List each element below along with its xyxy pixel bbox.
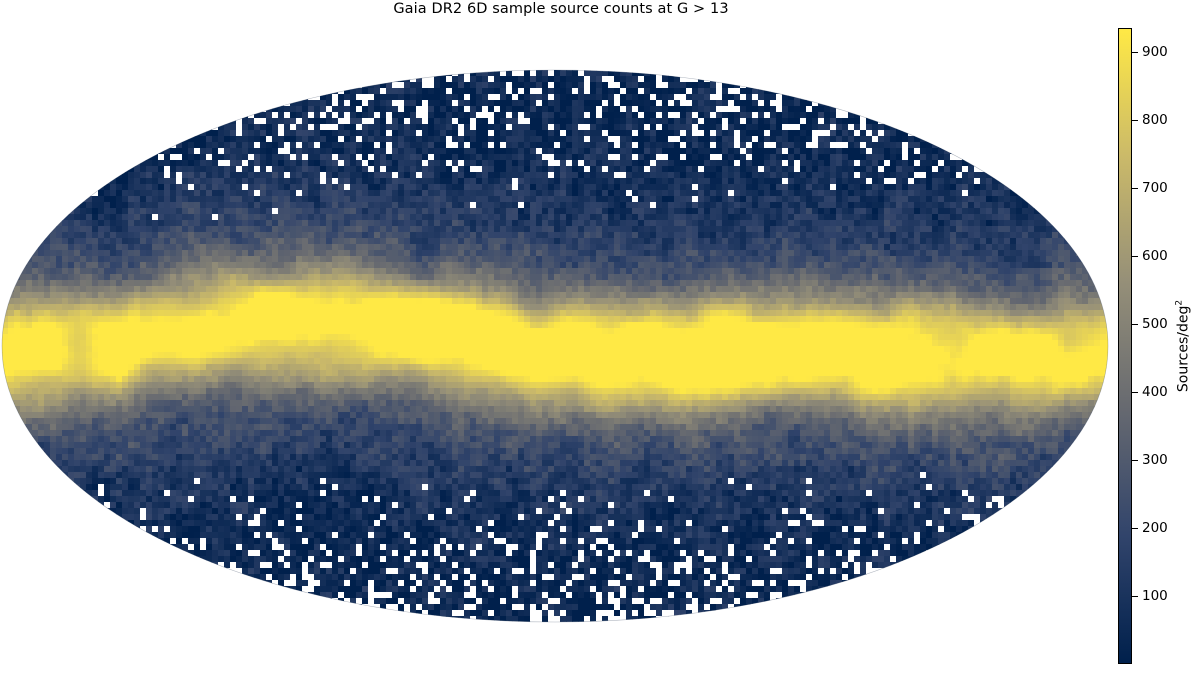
colorbar-tick xyxy=(1132,323,1138,325)
colorbar-tick-label: 200 xyxy=(1142,519,1168,536)
colorbar-tick-label: 800 xyxy=(1142,111,1168,128)
colorbar-tick xyxy=(1132,187,1138,189)
colorbar-tick xyxy=(1132,119,1138,121)
colorbar-tick xyxy=(1132,391,1138,393)
colorbar-tick-label: 700 xyxy=(1142,179,1168,196)
all-sky-density-map xyxy=(1,69,1109,623)
colorbar xyxy=(1118,28,1132,664)
plot-title: Gaia DR2 6D sample source counts at G > … xyxy=(393,1,729,17)
colorbar-label-exponent: 2 xyxy=(1174,299,1185,306)
colorbar-tick-label: 600 xyxy=(1142,247,1168,264)
colorbar-tick-label: 300 xyxy=(1142,451,1168,468)
colorbar-tick xyxy=(1132,255,1138,257)
colorbar-tick xyxy=(1132,527,1138,529)
colorbar-tick xyxy=(1132,595,1138,597)
colorbar-tick xyxy=(1132,51,1138,53)
colorbar-label-text: Sources/deg xyxy=(1175,305,1192,393)
colorbar-tick-label: 100 xyxy=(1142,587,1168,604)
colorbar-tick xyxy=(1132,459,1138,461)
colorbar-label: Sources/deg2 xyxy=(1175,300,1192,392)
colorbar-tick-label: 400 xyxy=(1142,383,1168,400)
colorbar-tick-label: 900 xyxy=(1142,43,1168,60)
colorbar-tick-label: 500 xyxy=(1142,315,1168,332)
